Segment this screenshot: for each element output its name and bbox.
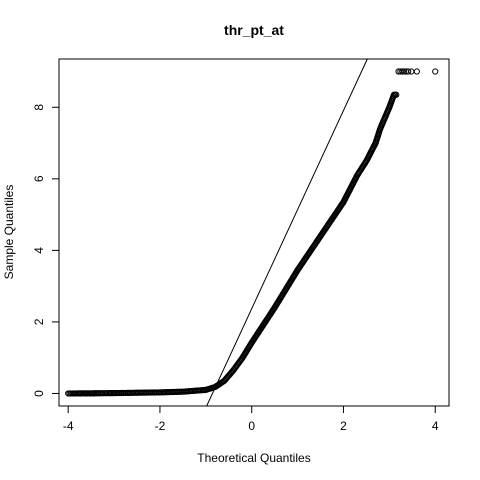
- y-tick-label: 8: [32, 104, 46, 111]
- data-point: [433, 69, 438, 74]
- y-axis: 0 2 4 6 8: [32, 104, 59, 397]
- data-point: [414, 69, 419, 74]
- x-tick-label: -4: [63, 419, 74, 433]
- x-axis: -4 -2 0 2 4: [63, 406, 439, 433]
- x-tick-label: 4: [432, 419, 439, 433]
- x-tick-label: 2: [340, 419, 347, 433]
- data-point: [409, 69, 414, 74]
- x-tick-label: -2: [155, 419, 166, 433]
- data-points: [66, 69, 438, 396]
- chart-title: thr_pt_at: [224, 22, 284, 38]
- y-axis-label: Sample Quantiles: [2, 185, 16, 280]
- y-tick-label: 6: [32, 175, 46, 182]
- y-tick-label: 0: [32, 390, 46, 397]
- x-axis-label: Theoretical Quantiles: [197, 451, 310, 465]
- x-tick-label: 0: [248, 419, 255, 433]
- reference-line: [207, 59, 368, 406]
- y-tick-label: 4: [32, 247, 46, 254]
- y-tick-label: 2: [32, 318, 46, 325]
